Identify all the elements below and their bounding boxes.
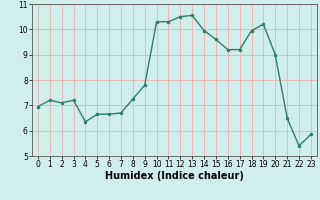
X-axis label: Humidex (Indice chaleur): Humidex (Indice chaleur) [105,171,244,181]
